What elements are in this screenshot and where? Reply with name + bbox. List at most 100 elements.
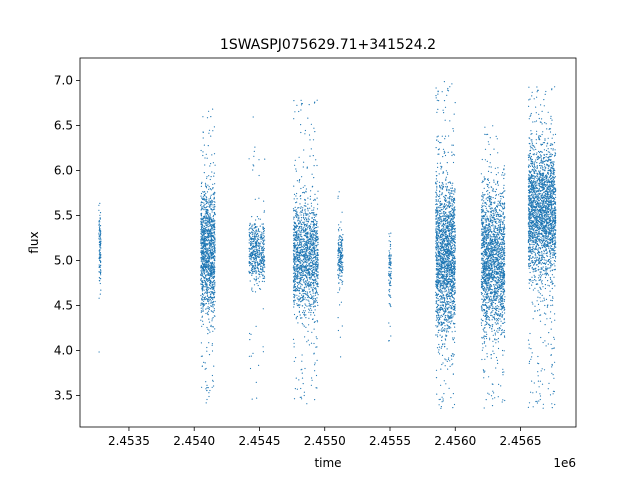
data-point bbox=[212, 224, 214, 226]
data-point bbox=[438, 246, 440, 248]
data-point bbox=[304, 266, 306, 268]
data-point bbox=[308, 256, 310, 258]
data-point bbox=[204, 220, 206, 222]
data-point bbox=[203, 243, 205, 245]
data-point bbox=[205, 186, 207, 188]
data-point bbox=[202, 116, 204, 118]
data-point bbox=[312, 256, 314, 258]
data-point bbox=[264, 277, 266, 279]
data-point bbox=[292, 289, 295, 291]
data-point bbox=[299, 269, 301, 271]
data-point bbox=[296, 180, 298, 182]
data-point bbox=[444, 365, 446, 367]
data-point bbox=[438, 316, 440, 318]
data-point bbox=[443, 312, 445, 314]
data-point bbox=[314, 292, 316, 294]
data-point bbox=[262, 308, 264, 310]
data-point bbox=[209, 284, 211, 286]
data-point bbox=[202, 238, 204, 240]
data-point bbox=[304, 251, 306, 253]
data-point bbox=[294, 111, 296, 113]
data-point bbox=[312, 274, 314, 277]
data-point bbox=[302, 276, 304, 278]
data-point bbox=[308, 264, 310, 266]
data-point bbox=[203, 298, 206, 300]
data-point bbox=[298, 226, 300, 229]
data-point bbox=[453, 323, 455, 325]
data-point bbox=[341, 264, 343, 266]
data-point bbox=[307, 260, 309, 262]
data-point bbox=[209, 267, 211, 269]
data-point bbox=[254, 266, 256, 268]
data-point bbox=[307, 240, 309, 242]
data-point bbox=[259, 244, 261, 246]
data-point bbox=[304, 202, 306, 204]
data-point bbox=[295, 270, 297, 272]
data-point bbox=[451, 223, 453, 225]
data-point bbox=[213, 208, 216, 210]
data-point bbox=[303, 245, 305, 247]
data-point bbox=[296, 269, 298, 271]
data-point bbox=[251, 239, 253, 241]
data-point bbox=[442, 398, 444, 400]
data-point bbox=[435, 319, 437, 321]
data-point bbox=[211, 326, 213, 328]
data-point bbox=[439, 186, 441, 189]
data-point bbox=[205, 216, 207, 218]
data-point bbox=[204, 282, 207, 284]
data-point bbox=[257, 249, 259, 251]
data-point bbox=[203, 209, 205, 211]
data-point bbox=[315, 257, 317, 259]
data-point bbox=[308, 219, 310, 221]
data-point bbox=[306, 235, 308, 237]
data-point bbox=[301, 266, 303, 268]
data-point bbox=[439, 329, 441, 331]
data-point bbox=[303, 161, 305, 163]
data-point bbox=[206, 269, 208, 271]
data-point bbox=[202, 196, 204, 198]
data-point bbox=[340, 262, 342, 265]
data-point bbox=[293, 254, 295, 256]
data-point bbox=[436, 244, 438, 246]
data-point bbox=[249, 258, 251, 260]
data-point bbox=[203, 257, 205, 259]
data-point bbox=[451, 190, 453, 192]
data-point bbox=[438, 289, 441, 291]
data-point bbox=[208, 243, 210, 245]
data-point bbox=[207, 310, 210, 312]
data-point bbox=[251, 274, 253, 276]
data-point bbox=[202, 137, 204, 139]
data-point bbox=[256, 252, 258, 254]
data-point bbox=[203, 280, 206, 282]
data-point bbox=[303, 325, 305, 327]
data-point bbox=[444, 220, 446, 222]
data-point bbox=[388, 262, 390, 264]
data-point bbox=[293, 346, 295, 348]
data-point bbox=[302, 166, 304, 168]
data-point bbox=[310, 283, 312, 285]
data-point bbox=[302, 310, 305, 312]
data-point bbox=[263, 210, 265, 212]
data-point bbox=[312, 260, 315, 262]
data-point bbox=[301, 296, 303, 299]
data-point bbox=[445, 170, 447, 172]
data-point bbox=[437, 260, 439, 262]
data-point bbox=[210, 252, 212, 254]
data-point bbox=[210, 272, 212, 275]
data-point bbox=[205, 277, 207, 280]
data-point bbox=[213, 204, 216, 206]
data-point bbox=[204, 213, 206, 215]
data-point bbox=[304, 336, 306, 338]
data-point bbox=[248, 233, 250, 235]
data-point bbox=[313, 219, 315, 221]
data-point bbox=[435, 283, 437, 285]
data-point bbox=[436, 262, 438, 264]
data-point bbox=[311, 216, 313, 219]
data-point bbox=[306, 251, 308, 253]
data-point bbox=[314, 270, 316, 272]
data-point bbox=[214, 248, 216, 250]
data-point bbox=[212, 257, 215, 259]
data-point bbox=[439, 200, 442, 202]
data-point bbox=[302, 264, 304, 266]
data-point bbox=[293, 306, 295, 308]
